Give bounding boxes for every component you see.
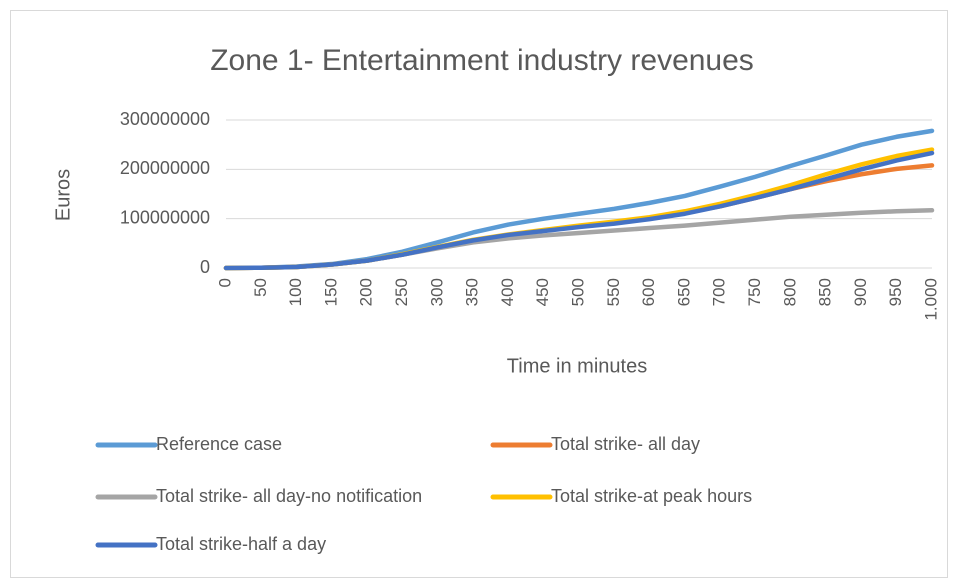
x-tick-label: 550 bbox=[604, 278, 623, 306]
x-tick-label: 900 bbox=[851, 278, 870, 306]
x-tick-label: 850 bbox=[816, 278, 835, 306]
legend-label: Total strike-half a day bbox=[156, 534, 326, 554]
y-axis-label: Euros bbox=[52, 169, 74, 221]
y-tick-label: 200000000 bbox=[120, 158, 210, 178]
x-tick-label: 150 bbox=[321, 278, 340, 306]
x-tick-label: 750 bbox=[745, 278, 764, 306]
series-line bbox=[223, 150, 935, 271]
legend-label: Total strike-at peak hours bbox=[551, 486, 752, 506]
x-axis-label: Time in minutes bbox=[507, 355, 647, 377]
x-tick-label: 450 bbox=[533, 278, 552, 306]
x-tick-label: 200 bbox=[357, 278, 376, 306]
x-tick-label: 950 bbox=[886, 278, 905, 306]
y-tick-label: 300000000 bbox=[120, 109, 210, 129]
x-tick-label: 400 bbox=[498, 278, 517, 306]
y-tick-label: 0 bbox=[200, 257, 210, 277]
legend-label: Total strike- all day-no notification bbox=[156, 486, 422, 506]
x-tick-label: 50 bbox=[251, 278, 270, 297]
x-tick-label: 1.000 bbox=[921, 278, 940, 321]
x-tick-label: 0 bbox=[215, 278, 234, 287]
x-tick-label: 250 bbox=[392, 278, 411, 306]
x-tick-label: 500 bbox=[568, 278, 587, 306]
x-tick-label: 800 bbox=[780, 278, 799, 306]
chart-title: Zone 1- Entertainment industry revenues bbox=[210, 44, 754, 77]
x-tick-label: 650 bbox=[674, 278, 693, 306]
x-tick-label: 100 bbox=[286, 278, 305, 306]
x-tick-label: 700 bbox=[710, 278, 729, 306]
x-tick-label: 600 bbox=[639, 278, 658, 306]
x-tick-label: 300 bbox=[427, 278, 446, 306]
y-tick-label: 100000000 bbox=[120, 207, 210, 227]
legend-label: Reference case bbox=[156, 434, 282, 454]
chart-border bbox=[10, 10, 948, 578]
legend-label: Total strike- all day bbox=[551, 434, 700, 454]
x-tick-label: 350 bbox=[463, 278, 482, 306]
